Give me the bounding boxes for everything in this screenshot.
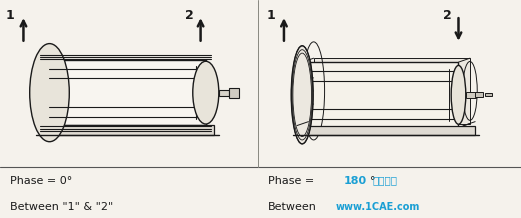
Text: Between: Between <box>268 202 317 212</box>
Bar <box>229 88 239 97</box>
Ellipse shape <box>291 46 313 144</box>
Ellipse shape <box>193 61 219 124</box>
Text: 2: 2 <box>443 9 451 22</box>
Text: Phase =: Phase = <box>268 176 318 186</box>
Text: Phase = 0°: Phase = 0° <box>10 176 72 186</box>
Text: 1: 1 <box>267 9 275 22</box>
Bar <box>219 90 229 96</box>
Bar <box>258 0 521 218</box>
Bar <box>49 60 206 125</box>
Text: 180: 180 <box>344 176 367 186</box>
Bar <box>475 92 483 97</box>
Text: 1: 1 <box>6 9 15 22</box>
Bar <box>466 92 476 98</box>
Ellipse shape <box>30 44 69 142</box>
Ellipse shape <box>451 65 466 124</box>
Bar <box>485 93 492 96</box>
Bar <box>314 58 470 124</box>
Bar <box>297 126 475 135</box>
Text: Between "1" & "2": Between "1" & "2" <box>10 202 114 212</box>
Bar <box>0 0 258 218</box>
Bar <box>302 62 458 128</box>
Bar <box>42 125 214 135</box>
Text: °: ° <box>370 176 376 186</box>
Text: 2: 2 <box>185 9 193 22</box>
Text: www.1CAE.com: www.1CAE.com <box>336 202 420 212</box>
Text: 信真在线: 信真在线 <box>373 175 398 185</box>
